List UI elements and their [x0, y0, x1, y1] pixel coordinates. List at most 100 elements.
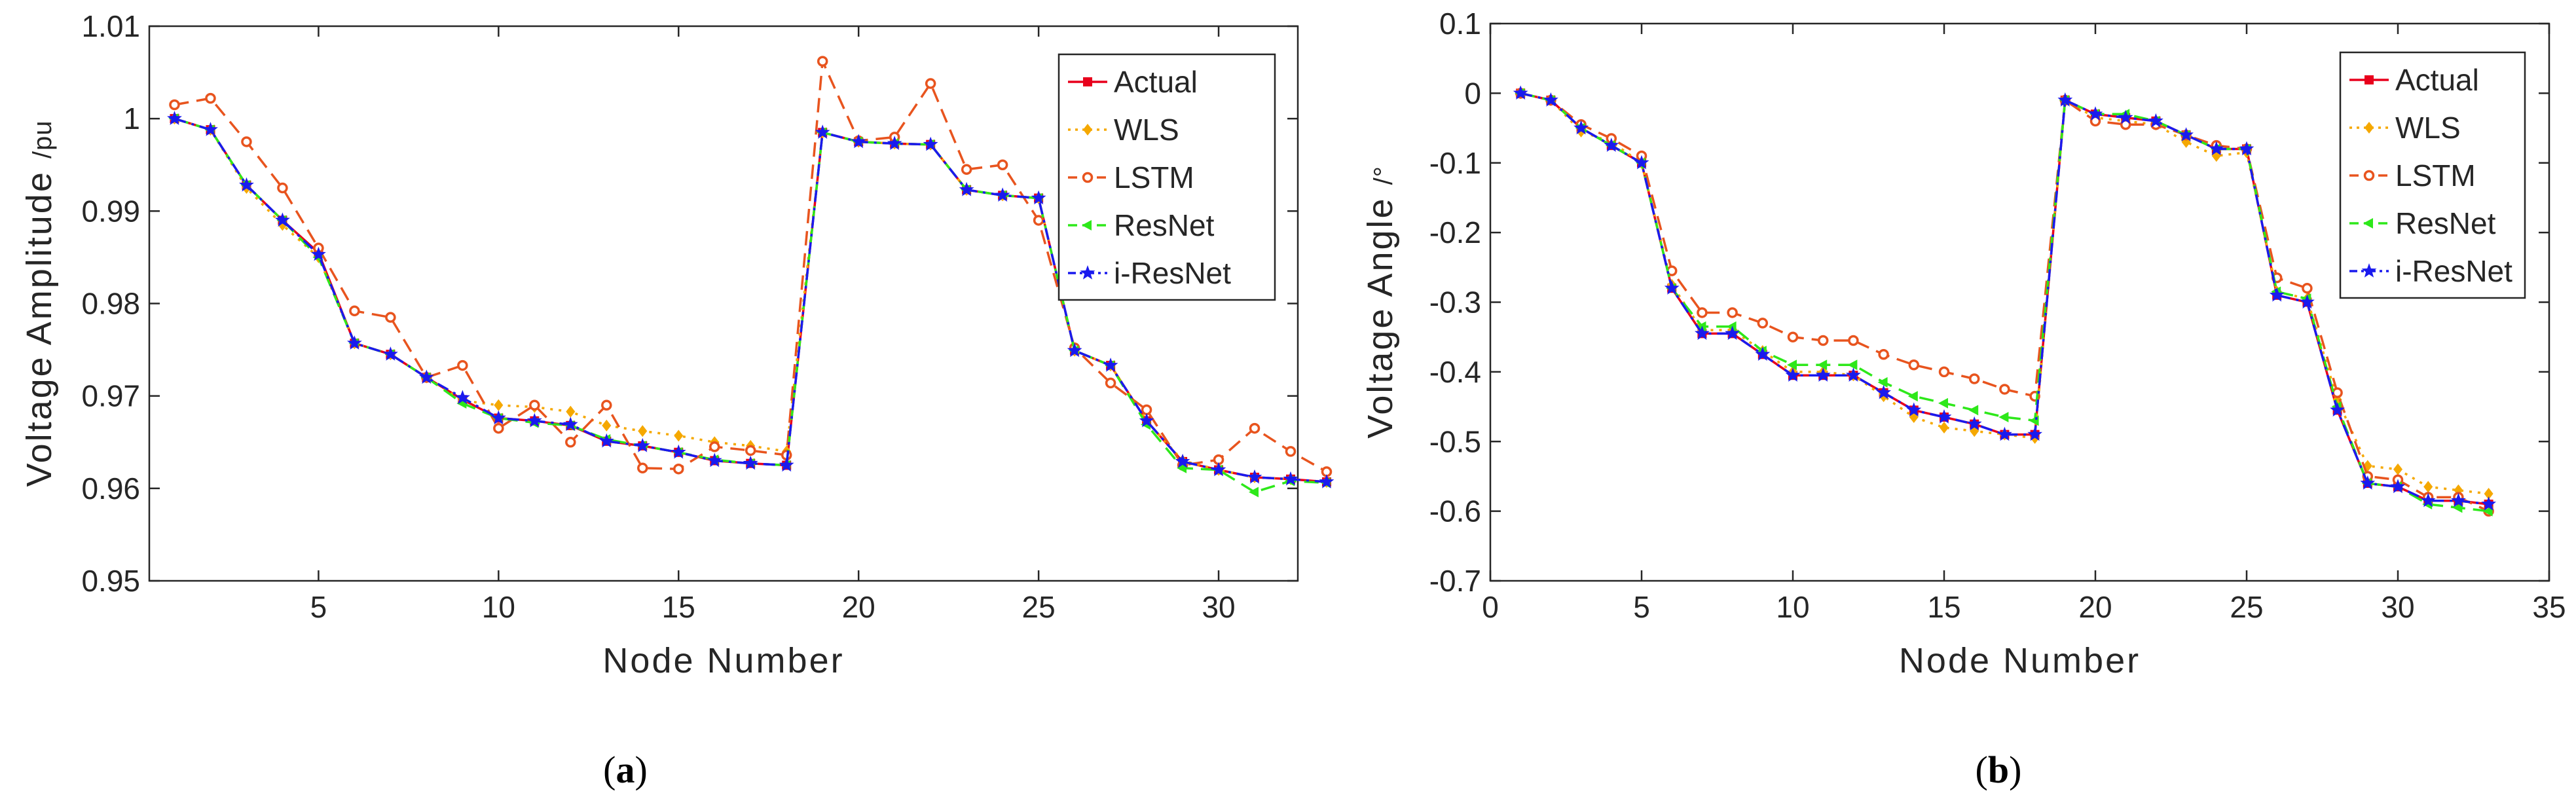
panel-b: 0 5 10 15 20 25 30 35 -0.7 -0.6 -0.5 -0.4 -0.3 -0.2 -0… — [1361, 7, 2566, 791]
y-tick-label: -0.3 — [1429, 285, 1481, 320]
y-tick-label: -0.6 — [1429, 494, 1481, 528]
x-tick-label: 5 — [1633, 590, 1650, 624]
y-axis-unit: /° — [1369, 166, 1398, 185]
legend-marker-i-resnet — [1080, 265, 1095, 280]
legend-box — [1058, 53, 1276, 301]
data-point-lstm — [1878, 349, 1889, 360]
y-tick-label: -0.1 — [1429, 146, 1481, 180]
data-point-lstm — [709, 441, 720, 452]
data-point-wls — [2423, 481, 2433, 493]
x-tick-label: 10 — [482, 590, 515, 624]
data-point-i-resnet — [2118, 109, 2133, 124]
series-lstm — [169, 56, 1333, 477]
data-point-i-resnet — [1319, 474, 1334, 488]
y-axis-unit: /pu — [28, 120, 57, 159]
data-point-i-resnet — [1211, 462, 1226, 477]
data-point-resnet — [2452, 502, 2463, 513]
data-point-resnet — [1938, 397, 1948, 409]
legend-label-wls: WLS — [1114, 113, 1179, 147]
x-tick-label: 0 — [1482, 590, 1499, 624]
y-tick-label: 0.95 — [81, 564, 140, 598]
legend-label-resnet: ResNet — [1114, 208, 1215, 242]
data-point-i-resnet — [1815, 367, 1831, 382]
data-point-i-resnet — [2088, 106, 2103, 120]
data-point-lstm — [169, 99, 180, 111]
data-point-i-resnet — [1543, 92, 1558, 107]
data-point-i-resnet — [455, 390, 470, 405]
y-tick-label: -0.2 — [1429, 215, 1481, 249]
data-point-lstm — [385, 312, 396, 323]
data-point-i-resnet — [167, 111, 182, 125]
caption-letter: a — [616, 748, 635, 791]
x-tick-label: 15 — [1927, 590, 1960, 624]
y-tick-label: 0.1 — [1439, 7, 1481, 41]
legend: Actual WLS LSTM ResNet i-ResNet — [2339, 51, 2526, 299]
data-point-resnet — [1726, 321, 1737, 332]
data-point-i-resnet — [490, 410, 506, 425]
data-point-i-resnet — [887, 136, 902, 150]
panel-caption: (a) — [603, 748, 648, 791]
legend-label-resnet: ResNet — [2395, 206, 2496, 240]
x-tick-label: 20 — [2078, 590, 2112, 624]
y-axis-label: Voltage Amplitude /pu — [20, 120, 59, 487]
y-tick-label: 0.99 — [81, 194, 140, 228]
data-point-lstm — [493, 422, 504, 434]
data-point-lstm — [1105, 377, 1116, 389]
data-point-i-resnet — [598, 433, 614, 448]
data-point-wls — [674, 430, 684, 442]
data-point-i-resnet — [526, 413, 542, 428]
x-tick-label: 20 — [842, 590, 875, 624]
data-point-i-resnet — [2300, 294, 2315, 309]
data-point-i-resnet — [779, 457, 794, 472]
data-point-wls — [2484, 488, 2493, 500]
legend-label-actual: Actual — [1114, 65, 1198, 99]
x-tick-label: 30 — [2381, 590, 2414, 624]
x-tick-label: 10 — [1776, 590, 1809, 624]
data-point-lstm — [745, 445, 756, 456]
data-point-lstm — [277, 182, 288, 194]
legend-marker-wls — [1083, 124, 1092, 136]
data-point-resnet — [2482, 506, 2493, 517]
series-i-resnet — [167, 111, 1334, 488]
legend-marker-lstm — [1082, 172, 1094, 183]
legend-label-lstm: LSTM — [2395, 158, 2476, 193]
data-point-lstm — [637, 462, 648, 474]
data-point-i-resnet — [1634, 155, 1649, 170]
caption-open: ( — [1976, 748, 1988, 791]
legend-label-actual: Actual — [2395, 63, 2479, 97]
data-point-i-resnet — [1997, 426, 2012, 441]
data-point-i-resnet — [995, 187, 1010, 202]
data-point-i-resnet — [1031, 190, 1046, 205]
data-point-i-resnet — [2057, 92, 2073, 107]
data-point-i-resnet — [1604, 138, 1619, 152]
series-line-i-resnet — [1520, 92, 2489, 506]
data-point-lstm — [1033, 215, 1044, 226]
data-point-lstm — [1787, 331, 1799, 342]
data-point-lstm — [1848, 335, 1859, 346]
x-tick-label: 35 — [2532, 590, 2566, 624]
y-tick-label: 1 — [123, 101, 140, 136]
panel-caption: (b) — [1976, 748, 2022, 791]
legend-label-lstm: LSTM — [1114, 160, 1194, 194]
data-point-i-resnet — [815, 124, 830, 139]
y-tick-label: -0.7 — [1429, 564, 1481, 598]
legend-label-i-resnet: i-ResNet — [1114, 256, 1231, 290]
data-point-lstm — [673, 463, 684, 475]
data-point-i-resnet — [1936, 409, 1952, 424]
x-tick-label: 25 — [2230, 590, 2263, 624]
data-point-lstm — [241, 136, 252, 147]
data-point-lstm — [601, 399, 612, 411]
y-axis-label: Voltage Angle /° — [1361, 166, 1400, 438]
legend-marker-actual — [1083, 77, 1092, 86]
data-point-i-resnet — [2209, 141, 2224, 156]
legend-marker-wls — [2364, 122, 2374, 134]
data-point-lstm — [529, 399, 540, 411]
data-point-i-resnet — [1283, 471, 1298, 486]
caption-close: ) — [2009, 748, 2021, 791]
data-point-wls — [566, 405, 576, 418]
data-point-i-resnet — [671, 444, 686, 459]
data-point-i-resnet — [635, 437, 650, 452]
data-point-i-resnet — [203, 122, 218, 136]
data-point-i-resnet — [1906, 402, 1922, 417]
